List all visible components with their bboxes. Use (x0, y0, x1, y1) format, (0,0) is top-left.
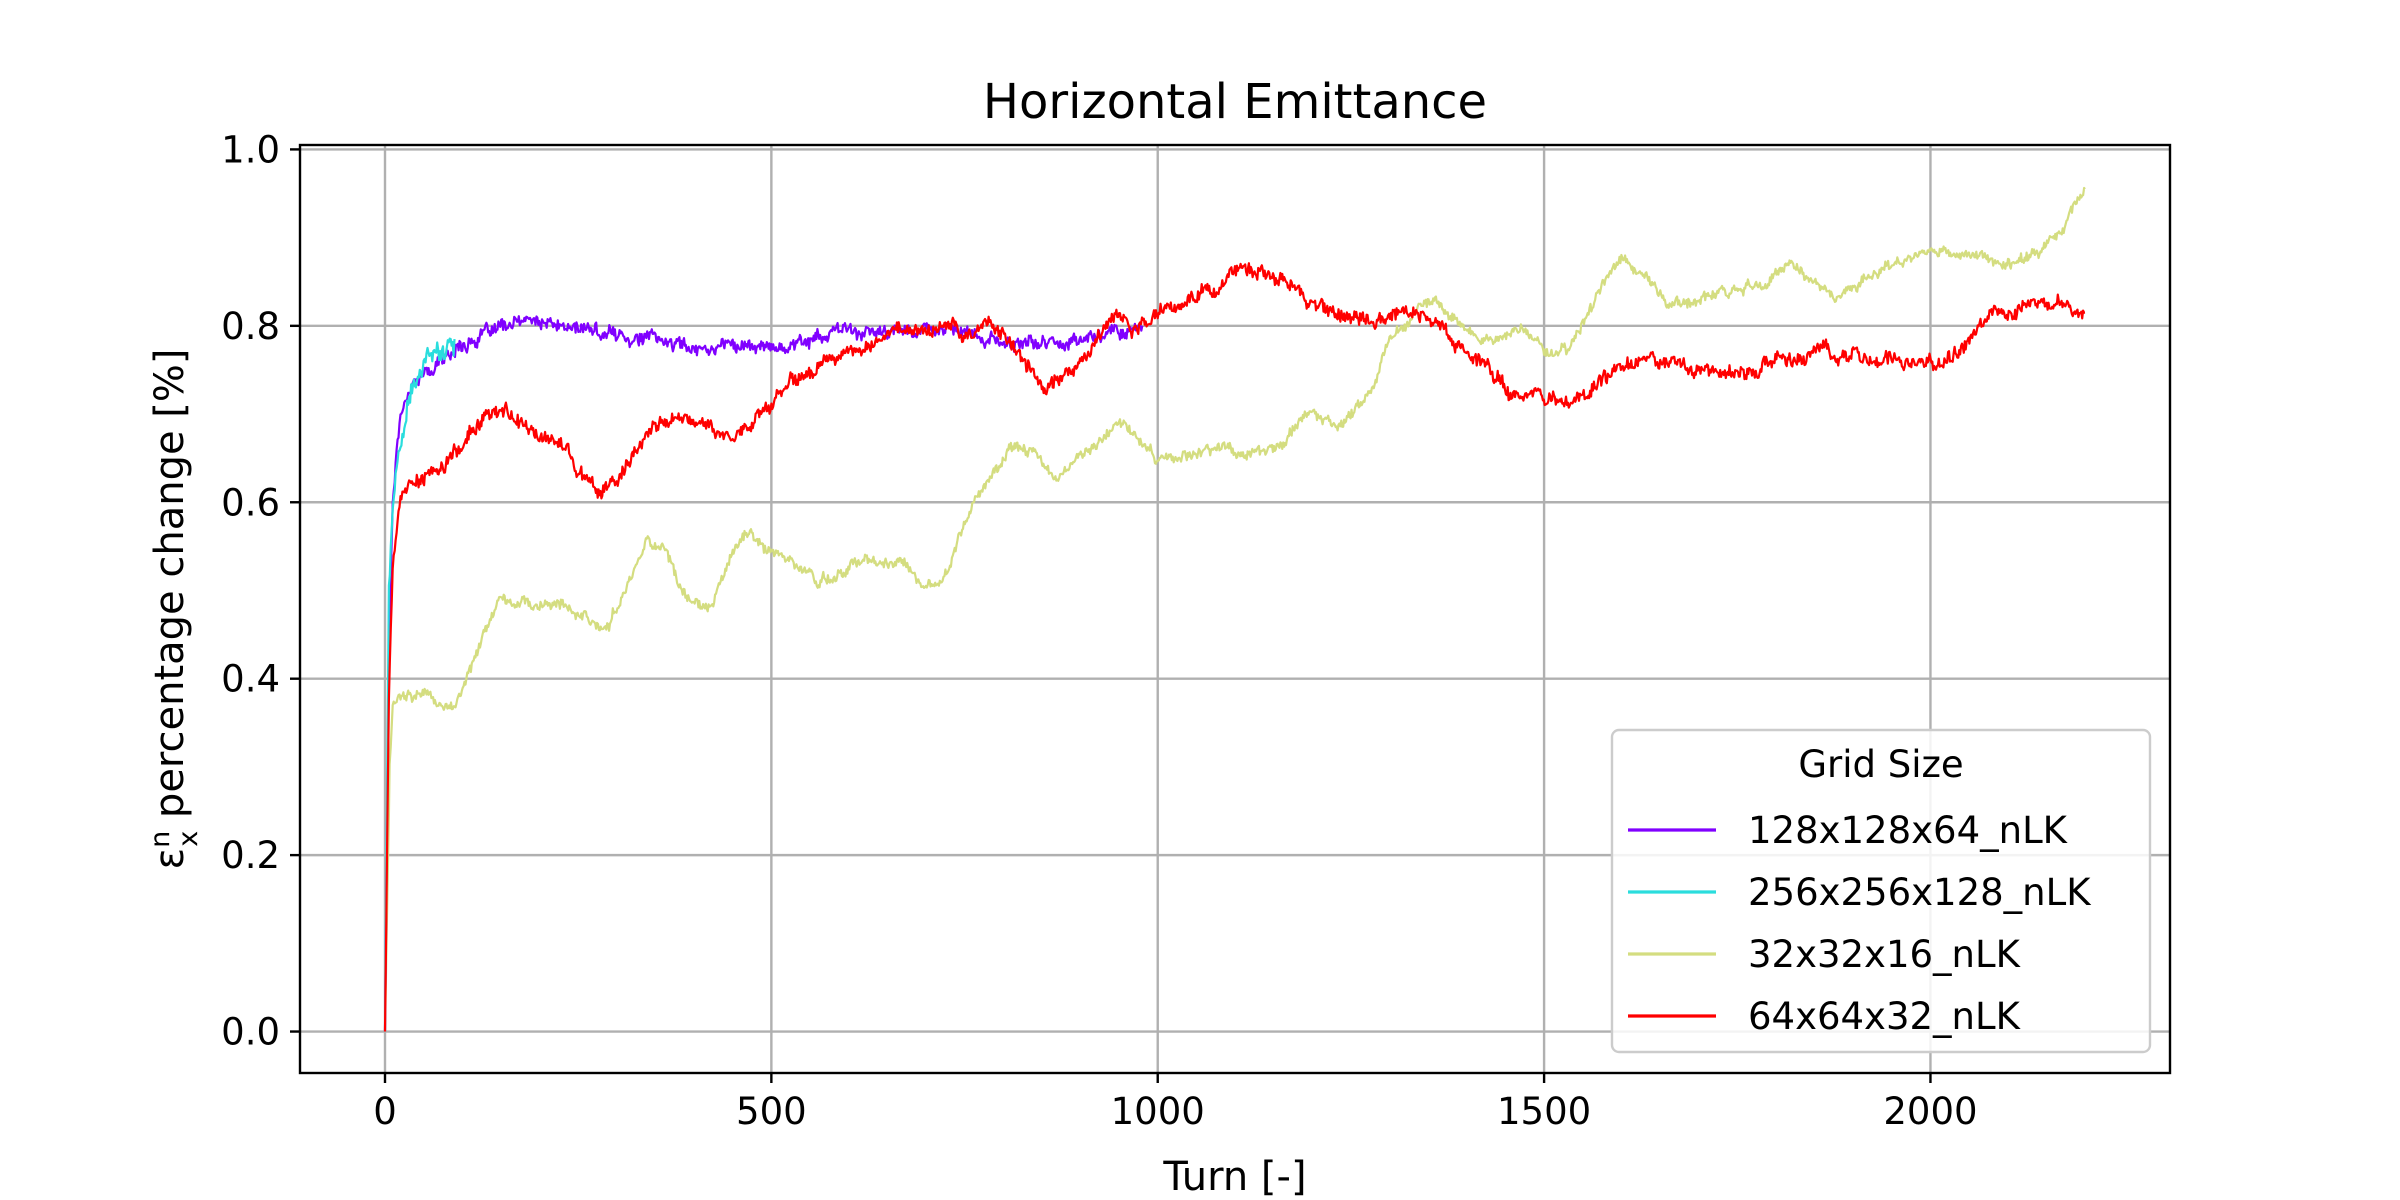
series-line-0 (383, 315, 1144, 1032)
x-tick-label: 500 (736, 1090, 807, 1133)
legend-label: 256x256x128_nLK (1748, 871, 2092, 914)
axis-ticks: 0 500 1000 1500 2000 0.0 0.2 0.4 0.6 0.8 1.0 (221, 128, 1977, 1133)
x-tick-label: 1000 (1111, 1090, 1205, 1133)
y-tick-label: 0.0 (221, 1011, 280, 1054)
legend-label: 64x64x32_nLK (1748, 995, 2022, 1038)
legend: Grid Size 128x128x64_nLK 256x256x128_nLK 3… (1610, 728, 2152, 1054)
legend-label: 32x32x16_nLK (1748, 933, 2022, 976)
y-axis-label-text: percentage change [%] (147, 348, 193, 830)
y-tick-label: 0.4 (221, 658, 280, 701)
x-tick-label: 1500 (1497, 1090, 1591, 1133)
series-line-2 (383, 186, 2086, 1032)
x-tick-label: 2000 (1883, 1090, 1977, 1133)
chart-title: Horizontal Emittance (983, 74, 1487, 130)
legend-entries: 128x128x64_nLK 256x256x128_nLK 32x32x16_nL… (1628, 809, 2092, 1038)
series-line-3 (383, 262, 2086, 1032)
legend-label: 128x128x64_nLK (1748, 809, 2069, 852)
y-tick-label: 1.0 (221, 128, 280, 171)
y-axis-label-subscript: x (173, 831, 204, 847)
y-tick-label: 0.2 (221, 834, 280, 877)
legend-title: Grid Size (1798, 743, 1963, 786)
y-tick-label: 0.6 (221, 481, 280, 524)
legend-box (1610, 728, 2152, 1054)
plot-frame (298, 143, 2172, 1075)
x-axis-label: Turn [-] (1162, 1154, 1306, 1200)
x-tick-label: 0 (373, 1090, 397, 1133)
y-axis-label-superscript: n (145, 831, 176, 848)
series-line-1 (383, 337, 456, 1032)
series-lines (383, 186, 2086, 1032)
y-axis-label: εnx percentage change [%] (145, 348, 204, 869)
y-axis-label-symbol: ε (147, 848, 193, 870)
y-tick-label: 0.8 (221, 305, 280, 348)
